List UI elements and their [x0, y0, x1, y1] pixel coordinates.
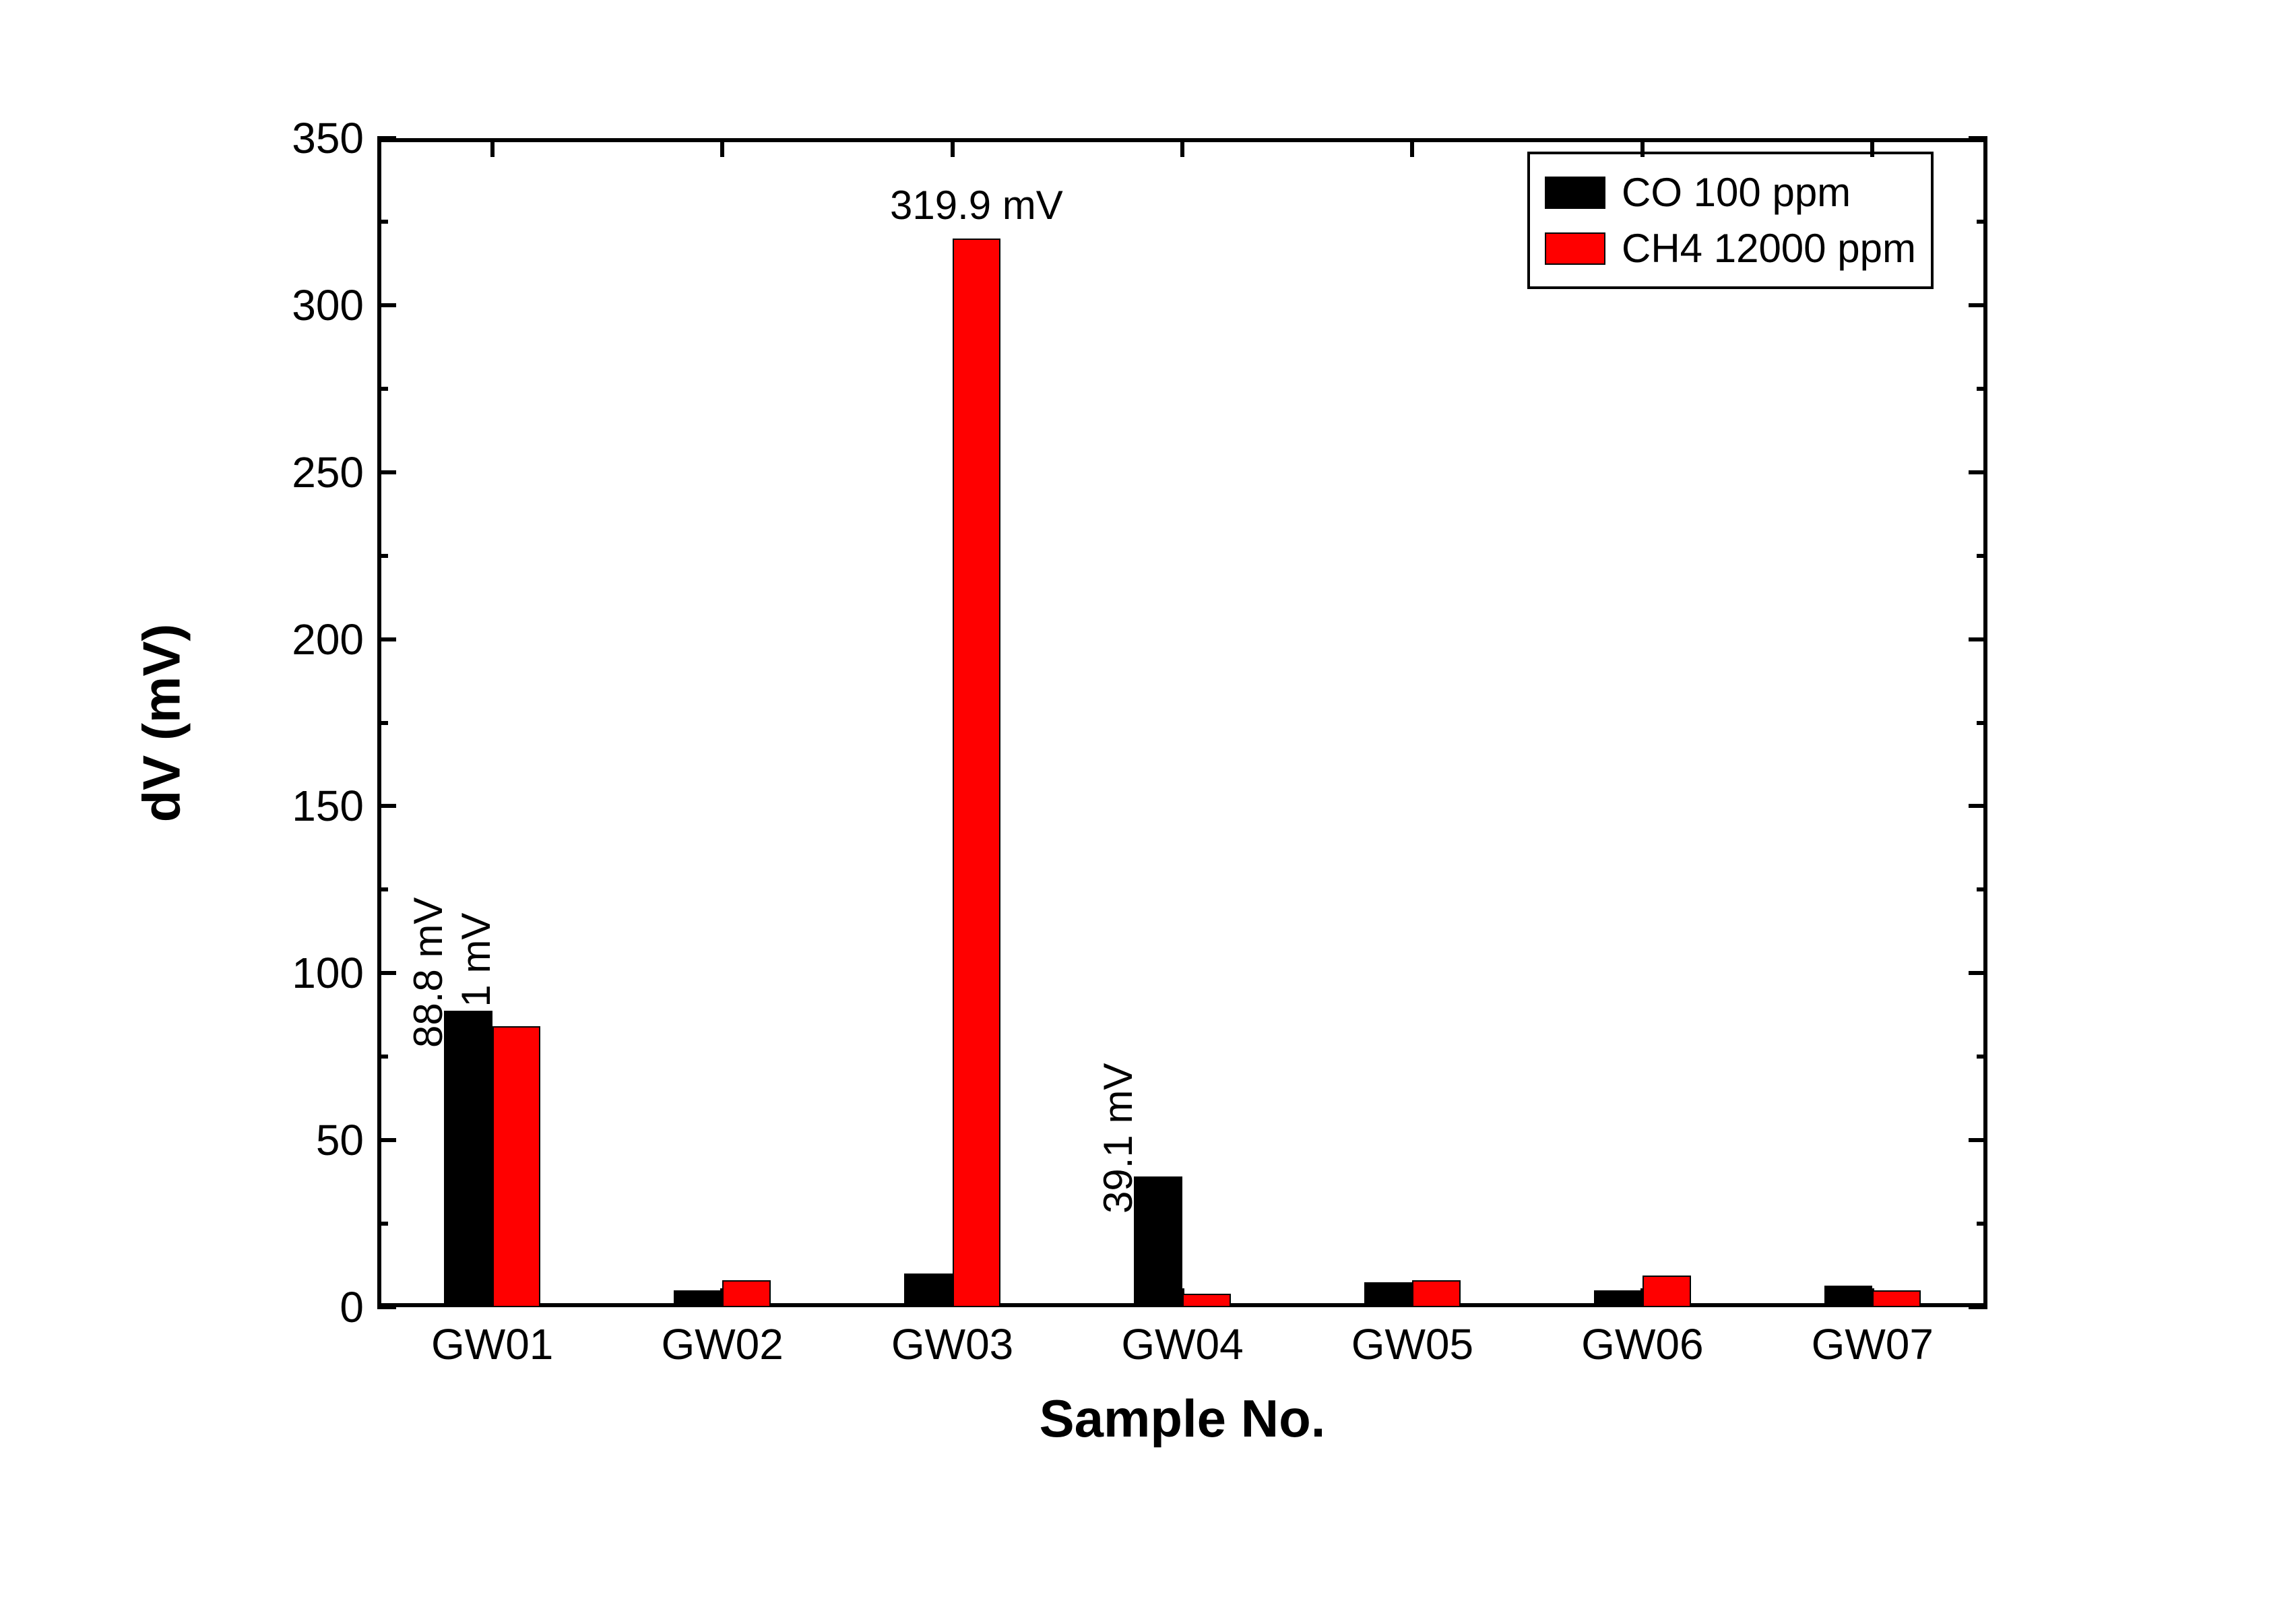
y-tick-label: 50: [243, 1115, 364, 1165]
legend-item: CO 100 ppm: [1545, 169, 1916, 216]
bar-value-label: 39.1 mV: [1095, 1063, 1141, 1214]
bar-value-label: 88.8 mV: [405, 897, 451, 1047]
y-tick-label: 150: [243, 781, 364, 831]
y-tick-major: [1969, 1305, 1987, 1309]
y-tick-major: [1969, 971, 1987, 975]
bar: [953, 239, 1001, 1307]
y-tick-label: 350: [243, 113, 364, 163]
bar: [1134, 1176, 1182, 1307]
x-tick-major: [1180, 138, 1184, 157]
y-tick-minor: [377, 554, 388, 558]
bar: [1824, 1286, 1873, 1307]
y-tick-major: [377, 971, 396, 975]
y-tick-minor: [377, 721, 388, 725]
legend-swatch: [1545, 232, 1605, 265]
legend-swatch: [1545, 177, 1605, 209]
y-tick-major: [1969, 303, 1987, 307]
y-axis-title: dV (mV): [131, 623, 193, 822]
bar-value-label: 84.1 mV: [453, 913, 499, 1063]
y-tick-minor: [1977, 1055, 1987, 1059]
y-tick-minor: [377, 1222, 388, 1226]
x-tick-label: GW04: [1121, 1319, 1243, 1369]
y-tick-major: [377, 136, 396, 140]
plot-area: [377, 138, 1987, 1307]
legend-label: CH4 12000 ppm: [1622, 225, 1916, 272]
bar: [1594, 1290, 1643, 1307]
y-tick-label: 0: [243, 1282, 364, 1332]
bar: [492, 1026, 541, 1307]
x-tick-label: GW06: [1581, 1319, 1703, 1369]
legend: CO 100 ppm CH4 12000 ppm: [1527, 152, 1934, 289]
bar: [1182, 1294, 1231, 1307]
x-tick-major: [490, 138, 495, 157]
y-tick-minor: [1977, 387, 1987, 391]
y-tick-minor: [1977, 887, 1987, 891]
x-tick-label: GW07: [1812, 1319, 1934, 1369]
bar-value-label: 319.9 mV: [890, 182, 1063, 228]
bar: [1872, 1290, 1921, 1307]
x-tick-label: GW03: [891, 1319, 1013, 1369]
x-tick-major: [1640, 138, 1645, 157]
y-tick-major: [377, 1138, 396, 1142]
y-tick-minor: [1977, 220, 1987, 224]
chart-canvas: dV (mV) Sample No. CO 100 ppm CH4 12000 p…: [0, 0, 2296, 1603]
x-tick-label: GW01: [431, 1319, 553, 1369]
y-tick-major: [377, 1305, 396, 1309]
y-tick-label: 250: [243, 447, 364, 497]
bar: [904, 1274, 953, 1307]
y-tick-major: [377, 470, 396, 474]
x-tick-major: [1870, 138, 1874, 157]
y-tick-major: [1969, 804, 1987, 808]
y-tick-major: [1969, 136, 1987, 140]
x-tick-major: [1410, 138, 1414, 157]
y-tick-minor: [1977, 1222, 1987, 1226]
y-tick-major: [1969, 1138, 1987, 1142]
y-tick-major: [377, 637, 396, 641]
bar: [1364, 1282, 1413, 1307]
y-tick-minor: [377, 887, 388, 891]
bar: [722, 1280, 771, 1307]
x-tick-label: GW02: [661, 1319, 783, 1369]
y-tick-major: [377, 804, 396, 808]
y-tick-label: 200: [243, 615, 364, 664]
x-tick-major: [720, 138, 724, 157]
y-tick-minor: [1977, 554, 1987, 558]
legend-item: CH4 12000 ppm: [1545, 225, 1916, 272]
y-tick-label: 100: [243, 948, 364, 998]
y-tick-major: [1969, 637, 1987, 641]
bar: [674, 1290, 722, 1307]
x-tick-major: [951, 138, 955, 157]
legend-label: CO 100 ppm: [1622, 169, 1851, 216]
y-tick-minor: [377, 1055, 388, 1059]
y-tick-major: [377, 303, 396, 307]
y-tick-minor: [377, 387, 388, 391]
y-tick-minor: [1977, 721, 1987, 725]
y-tick-label: 300: [243, 280, 364, 330]
x-axis-title: Sample No.: [1040, 1388, 1326, 1449]
y-tick-minor: [377, 220, 388, 224]
y-tick-major: [1969, 470, 1987, 474]
x-tick-label: GW05: [1351, 1319, 1473, 1369]
bar: [1643, 1276, 1691, 1307]
bar: [1412, 1280, 1461, 1307]
